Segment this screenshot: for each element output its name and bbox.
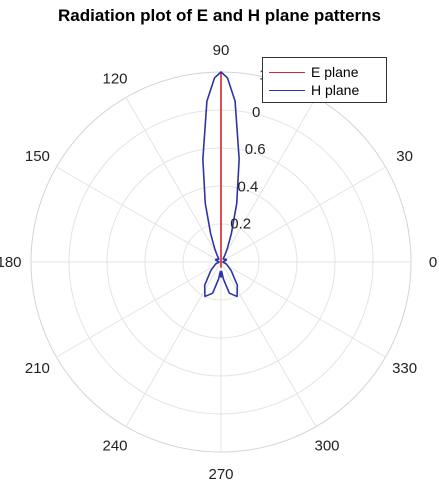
grid-spoke xyxy=(220,97,317,263)
r-tick-label: 0 xyxy=(252,104,260,121)
r-tick-label: 0.4 xyxy=(238,178,259,195)
legend-item-h-plane: H plane xyxy=(269,81,359,99)
theta-tick-label: 330 xyxy=(392,360,417,377)
theta-tick-label: 180 xyxy=(0,254,22,271)
legend-swatch-h-plane xyxy=(269,89,305,91)
theta-tick-label: 30 xyxy=(396,148,413,165)
legend-label-e-plane: E plane xyxy=(311,64,359,80)
theta-tick-label: 240 xyxy=(102,438,127,455)
legend-item-e-plane: E plane xyxy=(269,63,358,81)
chart-title: Radiation plot of E and H plane patterns xyxy=(57,6,382,25)
grid-spoke xyxy=(220,261,386,358)
legend-label-h-plane: H plane xyxy=(311,82,360,98)
legend-swatch-e-plane xyxy=(269,71,305,73)
grid-spoke xyxy=(125,97,222,263)
series-layer xyxy=(202,71,240,298)
r-tick-label: 0.2 xyxy=(230,216,251,233)
theta-tick-label: 210 xyxy=(25,360,50,377)
grid-spoke xyxy=(56,166,222,263)
theta-tick-label: 90 xyxy=(213,42,230,59)
grid-spoke xyxy=(220,261,317,427)
theta-tick-label: 0 xyxy=(429,254,437,271)
theta-tick-label: 300 xyxy=(314,438,339,455)
grid-spoke xyxy=(125,261,222,427)
r-tick-label: 0.6 xyxy=(245,141,266,158)
grid-spoke xyxy=(56,261,222,358)
series-line-h-plane xyxy=(202,71,240,298)
theta-tick-label: 120 xyxy=(102,70,127,87)
grid-spoke xyxy=(220,166,386,263)
theta-tick-label: 150 xyxy=(25,148,50,165)
theta-tick-label: 270 xyxy=(208,466,233,483)
legend: E plane H plane xyxy=(262,57,387,103)
